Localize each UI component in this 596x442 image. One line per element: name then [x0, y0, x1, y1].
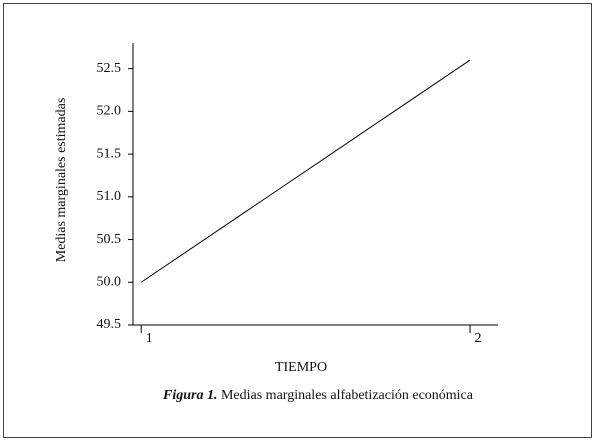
y-tick-label: 51.5 [97, 146, 122, 161]
y-tick-label: 49.5 [97, 317, 122, 332]
line [140, 59, 471, 283]
y-tick-label: 50.5 [97, 232, 122, 247]
caption-text: Medias marginales alfabetización económi… [221, 388, 474, 403]
caption-label: Figura 1. [162, 388, 217, 403]
y-tick-label: 50.0 [97, 274, 122, 289]
y-axis-label: Medias marginales estimadas [54, 98, 69, 263]
y-tick-label: 52.0 [97, 104, 122, 119]
x-tick-label: 1 [146, 331, 153, 346]
figure-border [3, 3, 592, 438]
x-tick-label: 2 [475, 331, 482, 346]
caption: Figura 1. Medias marginales alfabetizaci… [162, 388, 474, 403]
x-axis-label: TIEMPO [275, 360, 327, 375]
y-tick-label: 52.5 [97, 61, 122, 76]
y-tick-label: 51.0 [97, 189, 122, 204]
